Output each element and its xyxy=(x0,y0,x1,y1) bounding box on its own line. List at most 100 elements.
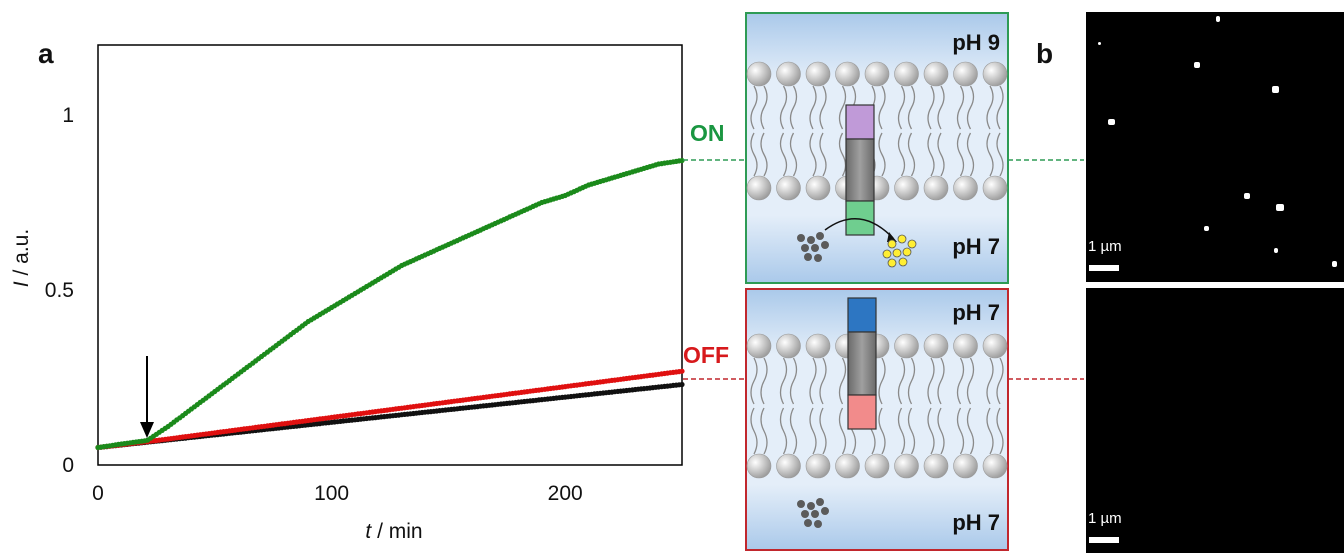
lipid-head xyxy=(953,333,978,359)
lipid-tail xyxy=(838,357,847,405)
fluorescent-spot xyxy=(1276,204,1284,211)
plot-frame xyxy=(97,44,683,466)
lipid-head xyxy=(923,333,949,359)
lipid-head xyxy=(864,453,890,479)
lipid-head xyxy=(776,61,801,87)
fluorescent-spot xyxy=(1332,261,1337,267)
lipid-head xyxy=(805,453,831,479)
lipid-tail xyxy=(760,357,768,405)
y-axis-label-var: I xyxy=(10,281,33,287)
lipid-tail xyxy=(789,407,798,455)
pore-barrel-off xyxy=(847,331,877,396)
lipid-head xyxy=(805,175,831,201)
lipid-head xyxy=(835,453,860,479)
lipid-tail xyxy=(819,357,827,405)
panel-label-b: b xyxy=(1036,38,1054,69)
fluorescent-spot xyxy=(1216,16,1220,22)
lipid-tail xyxy=(809,407,817,455)
lipid-head xyxy=(982,61,1008,87)
panel-label-a: a xyxy=(38,38,54,69)
dye-cluster-gray-off xyxy=(797,498,829,528)
lipid-tail xyxy=(779,85,788,130)
lipid-tail xyxy=(937,357,945,405)
lipid-tail xyxy=(927,85,935,130)
x-axis-label-var: t xyxy=(365,520,372,543)
ph-label-top-on: pH 9 xyxy=(952,30,1000,55)
series-0 xyxy=(95,157,685,451)
lipid-head xyxy=(894,175,919,201)
x-tick-label: 0 xyxy=(92,482,104,505)
pore-cap-bottom-on xyxy=(845,200,875,236)
lipid-tail xyxy=(907,407,916,455)
lipid-tail xyxy=(779,132,788,177)
data-point xyxy=(679,368,685,374)
lipid-tail xyxy=(878,407,886,455)
lipid-tail xyxy=(750,357,758,405)
lipid-head xyxy=(746,175,772,201)
lipid-head xyxy=(894,333,919,359)
lipid-tail xyxy=(986,85,994,130)
lipid-head xyxy=(746,333,772,359)
lipid-tail xyxy=(779,407,788,455)
lipid-tail xyxy=(878,132,886,177)
lipid-tail xyxy=(819,407,827,455)
transport-arrow xyxy=(824,218,894,239)
lipid-head xyxy=(953,453,978,479)
lipid-tail xyxy=(907,85,916,130)
lipid-tail xyxy=(897,132,906,177)
pore-barrel-on xyxy=(845,138,875,202)
lipid-tail xyxy=(937,407,945,455)
lipid-tail xyxy=(760,85,768,130)
lipid-head xyxy=(953,175,978,201)
y-tick-label: 0 xyxy=(62,454,74,477)
lipid-tail xyxy=(819,85,827,130)
lipid-tail xyxy=(760,132,768,177)
lipid-head xyxy=(894,61,919,87)
scale-label-on: 1 µm xyxy=(1088,238,1122,255)
lipid-tail xyxy=(750,85,758,130)
lipid-tail xyxy=(907,132,916,177)
fluorescent-spot xyxy=(1272,86,1279,93)
series-1 xyxy=(95,368,685,451)
lipid-head xyxy=(776,333,801,359)
lipid-tail xyxy=(937,132,945,177)
lipid-head xyxy=(746,61,772,87)
lipid-tail xyxy=(966,85,975,130)
lipid-tail xyxy=(878,357,886,405)
lipid-tail xyxy=(750,407,758,455)
lipid-head xyxy=(953,61,978,87)
fluorescent-spot xyxy=(1274,248,1278,253)
lipid-head xyxy=(894,453,919,479)
lipid-tail xyxy=(789,357,798,405)
schematic-on-frame xyxy=(745,12,1009,284)
microscopy-image-off: 1 µm xyxy=(1086,288,1344,553)
data-point xyxy=(679,381,685,388)
pore-cap-top-off xyxy=(847,297,877,333)
y-axis-label: I / a.u. xyxy=(10,229,33,287)
scale-label-off: 1 µm xyxy=(1088,510,1122,527)
lipid-tail xyxy=(986,132,994,177)
y-tick-label: 1 xyxy=(62,104,74,127)
lipid-head xyxy=(923,61,949,87)
lipid-tail xyxy=(956,357,965,405)
fluorescent-spot xyxy=(1194,62,1200,68)
lipid-tail xyxy=(956,407,965,455)
data-point xyxy=(679,157,685,164)
lipid-tail xyxy=(996,357,1004,405)
lipid-head xyxy=(805,333,831,359)
lipid-tail xyxy=(986,407,994,455)
lipid-head xyxy=(982,453,1008,479)
pore-cap-bottom-off xyxy=(847,394,877,430)
ph-label-top-off: pH 7 xyxy=(952,300,1000,325)
lipid-tail xyxy=(956,85,965,130)
lipid-tail xyxy=(897,357,906,405)
lipid-tail xyxy=(789,85,798,130)
lipid-tail xyxy=(779,357,788,405)
lipid-tail xyxy=(838,407,847,455)
dye-cluster-gray xyxy=(797,232,829,262)
lipid-tail xyxy=(809,357,817,405)
x-tick-label: 200 xyxy=(548,482,583,505)
lipid-head xyxy=(864,61,890,87)
lipid-tail xyxy=(907,357,916,405)
lipid-tail xyxy=(760,407,768,455)
